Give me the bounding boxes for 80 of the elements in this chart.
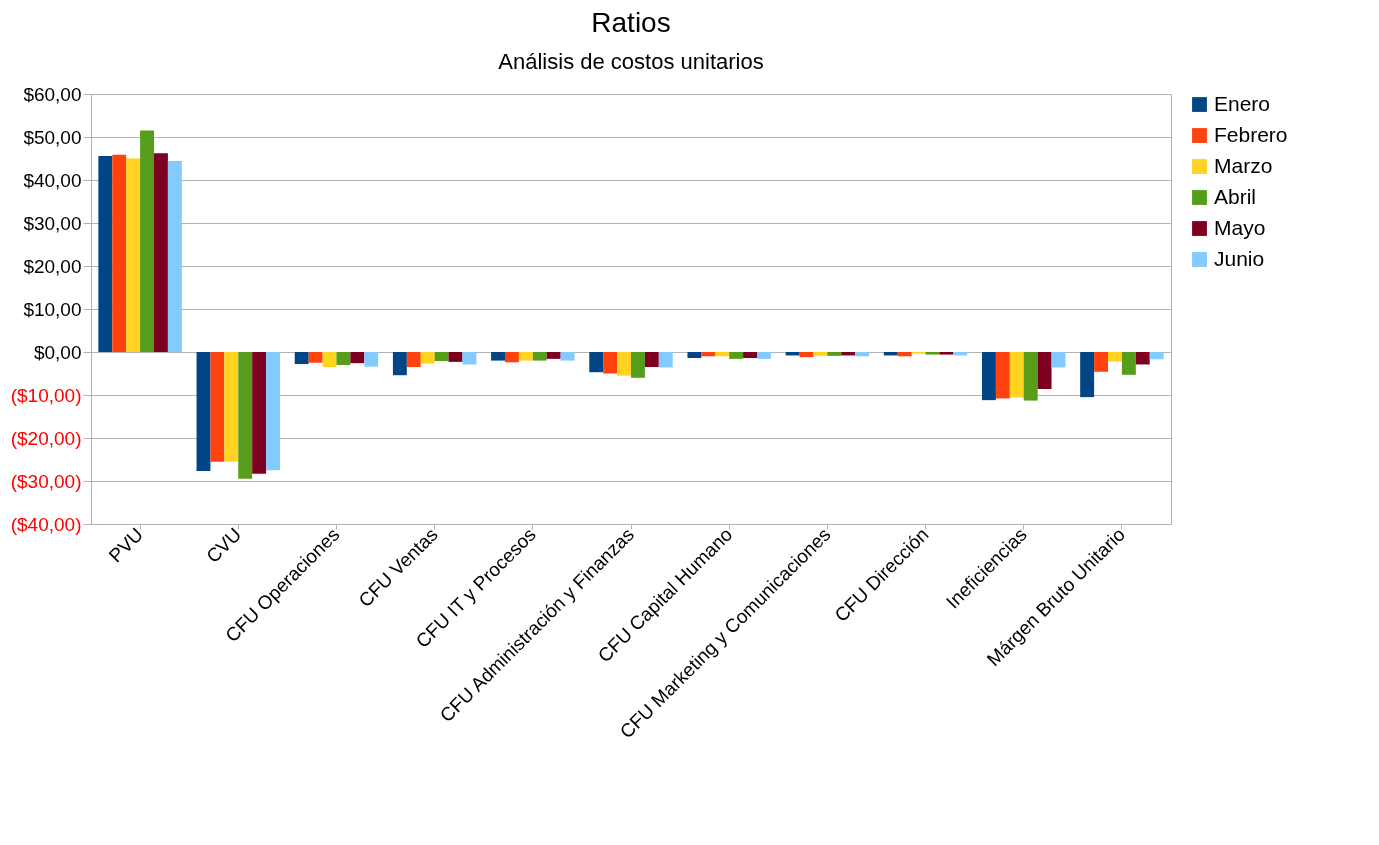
legend-label: Abril [1214,184,1257,208]
bar [167,161,182,352]
bar [196,352,211,472]
legend-label: Enero [1214,91,1271,115]
bar [491,352,505,361]
legend-label: Mayo [1214,215,1266,239]
bar [336,352,351,365]
bar [518,352,533,361]
bar [939,352,954,355]
bar [631,352,645,378]
bar [448,352,463,362]
bar [925,352,940,355]
y-tick-label: $40,00 [23,169,82,191]
bar [1135,352,1150,365]
bar [294,352,309,365]
bar [995,352,1010,399]
bar [799,352,814,358]
bar [1121,352,1136,375]
legend-label: Febrero [1214,122,1288,146]
bar [589,352,604,373]
bar [715,352,730,357]
y-tick-label: $20,00 [23,255,82,277]
bar [462,352,477,365]
bar [1009,352,1024,398]
bar [1149,352,1164,360]
bar [266,352,280,471]
bar [729,352,744,359]
bar [687,352,702,359]
bar [350,352,365,364]
bar [644,352,659,368]
bar [617,352,631,376]
bar [982,352,996,401]
bar [658,352,673,368]
bar [126,158,141,352]
bar [364,352,379,367]
bar [210,352,225,462]
bar [224,352,239,462]
bar [1037,352,1052,389]
bar [813,352,828,356]
bar [434,352,449,362]
bar [701,352,716,357]
bar [1094,352,1108,372]
bar [98,155,113,352]
bar [112,154,127,352]
bar [322,352,337,368]
bar [743,352,757,359]
bar [1080,352,1095,398]
bar [406,352,421,368]
bar [1108,352,1122,362]
legend-label: Junio [1214,246,1265,270]
bar [505,352,519,363]
y-tick-label: ($20,00) [10,427,82,449]
bar [855,352,870,357]
legend-label: Marzo [1214,153,1273,177]
bar [1051,352,1066,368]
y-tick-label: $0,00 [33,341,82,363]
y-tick-label: $30,00 [23,212,82,234]
bar [140,130,154,352]
chart-title: Ratios [591,7,671,38]
bar [546,352,561,359]
bar [827,352,842,356]
y-tick-label: $50,00 [23,126,82,148]
chart-subtitle: Análisis de costos unitarios [498,49,764,74]
bar [560,352,575,361]
bar [154,153,168,352]
y-tick-label: $60,00 [23,83,82,105]
bar [238,352,253,479]
y-tick-label: $10,00 [23,298,82,320]
bar [252,352,267,474]
y-tick-label: ($40,00) [10,513,82,535]
bar [532,352,547,361]
bar [308,352,323,363]
bar [392,352,407,376]
bar [897,352,912,357]
bar [603,352,618,374]
bar [757,352,771,359]
bar [1023,352,1038,401]
y-tick-label: ($30,00) [10,470,82,492]
bar [420,352,435,364]
y-tick-label: ($10,00) [10,384,82,406]
